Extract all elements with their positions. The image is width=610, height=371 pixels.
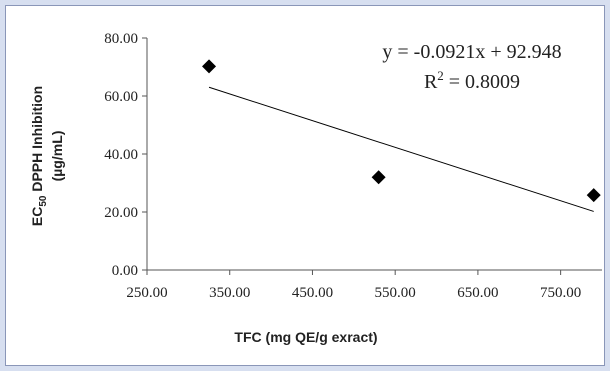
scatter-chart: 0.00 20.00 40.00 60.00 80.00 250.00 350.00 450.… xyxy=(29,31,602,345)
y-tick-label: 20.00 xyxy=(104,205,138,221)
y-tick-label: 60.00 xyxy=(104,89,138,105)
trendline-equation: y = -0.0921x + 92.948 xyxy=(382,41,561,63)
x-tick-label: 550.00 xyxy=(375,285,416,301)
r-squared-label: R2 = 0.8009 xyxy=(424,68,520,93)
svg-text:(µg/mL): (µg/mL) xyxy=(49,131,65,182)
x-axis-title: TFC (mg QE/g exract) xyxy=(234,329,377,345)
chart-frame: 0.00 20.00 40.00 60.00 80.00 250.00 350.00 450.… xyxy=(5,5,605,366)
svg-text:EC50 DPPH Inhibition: EC50 DPPH Inhibition xyxy=(29,86,49,226)
y-tick-label: 0.00 xyxy=(112,263,138,279)
x-tick-label: 650.00 xyxy=(457,285,498,301)
y-tick-label: 80.00 xyxy=(104,31,138,47)
data-point-diamond xyxy=(371,170,386,185)
data-point-diamond xyxy=(202,59,217,74)
x-tick-label: 450.00 xyxy=(292,285,333,301)
x-tick-label: 250.00 xyxy=(126,285,167,301)
data-point-diamond xyxy=(586,188,601,203)
x-tick-label: 350.00 xyxy=(209,285,250,301)
y-tick-label: 40.00 xyxy=(104,147,138,163)
trendline xyxy=(208,86,594,212)
y-axis-title: EC50 DPPH Inhibition (µg/mL) xyxy=(29,86,65,226)
x-tick-label: 750.00 xyxy=(540,285,581,301)
